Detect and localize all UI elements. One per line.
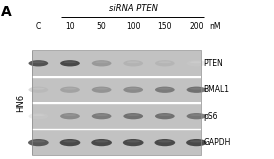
Ellipse shape (60, 113, 80, 119)
Ellipse shape (158, 114, 171, 116)
Ellipse shape (95, 140, 108, 142)
Text: 150: 150 (158, 22, 172, 31)
Ellipse shape (32, 140, 45, 142)
Text: 100: 100 (126, 22, 141, 31)
Ellipse shape (64, 114, 76, 116)
Ellipse shape (158, 140, 172, 142)
Ellipse shape (187, 87, 206, 93)
Ellipse shape (60, 139, 80, 146)
Bar (32, 77, 201, 102)
Text: nM: nM (210, 22, 221, 31)
Text: 50: 50 (97, 22, 107, 31)
Ellipse shape (64, 88, 76, 90)
Ellipse shape (190, 140, 203, 142)
Ellipse shape (60, 87, 80, 93)
Ellipse shape (28, 113, 48, 119)
Ellipse shape (28, 60, 48, 66)
Text: 10: 10 (65, 22, 75, 31)
Ellipse shape (32, 88, 45, 90)
Ellipse shape (28, 87, 48, 93)
Ellipse shape (123, 87, 143, 93)
Ellipse shape (123, 139, 144, 146)
Ellipse shape (32, 114, 45, 116)
Ellipse shape (155, 113, 175, 119)
Ellipse shape (187, 113, 206, 119)
Ellipse shape (155, 60, 175, 66)
Ellipse shape (186, 139, 207, 146)
Ellipse shape (92, 113, 112, 119)
Bar (32, 50, 201, 155)
Ellipse shape (127, 114, 140, 116)
Ellipse shape (127, 88, 140, 90)
Ellipse shape (60, 60, 80, 66)
Ellipse shape (190, 114, 203, 116)
Ellipse shape (92, 60, 112, 66)
Ellipse shape (92, 87, 112, 93)
Ellipse shape (64, 61, 76, 63)
Ellipse shape (123, 60, 143, 66)
Ellipse shape (91, 139, 112, 146)
Ellipse shape (158, 88, 171, 90)
Text: pS6: pS6 (204, 112, 218, 121)
Text: 200: 200 (189, 22, 204, 31)
Ellipse shape (155, 139, 175, 146)
Bar (32, 103, 201, 129)
Bar (32, 51, 201, 76)
Ellipse shape (28, 139, 49, 146)
Text: PTEN: PTEN (204, 59, 223, 68)
Ellipse shape (95, 88, 108, 90)
Ellipse shape (123, 113, 143, 119)
Ellipse shape (127, 140, 140, 142)
Text: C: C (36, 22, 41, 31)
Text: BMAL1: BMAL1 (204, 85, 230, 94)
Ellipse shape (63, 140, 77, 142)
Ellipse shape (187, 60, 206, 66)
Text: siRNA PTEN: siRNA PTEN (109, 4, 158, 13)
Ellipse shape (190, 88, 203, 90)
Text: HN6: HN6 (16, 94, 25, 112)
Text: GAPDH: GAPDH (204, 138, 231, 147)
Ellipse shape (95, 114, 108, 116)
Ellipse shape (190, 61, 203, 63)
Text: A: A (1, 5, 12, 19)
Ellipse shape (158, 61, 171, 63)
Bar (32, 130, 201, 155)
Ellipse shape (32, 61, 45, 63)
Ellipse shape (127, 61, 140, 63)
Ellipse shape (155, 87, 175, 93)
Ellipse shape (95, 61, 108, 63)
